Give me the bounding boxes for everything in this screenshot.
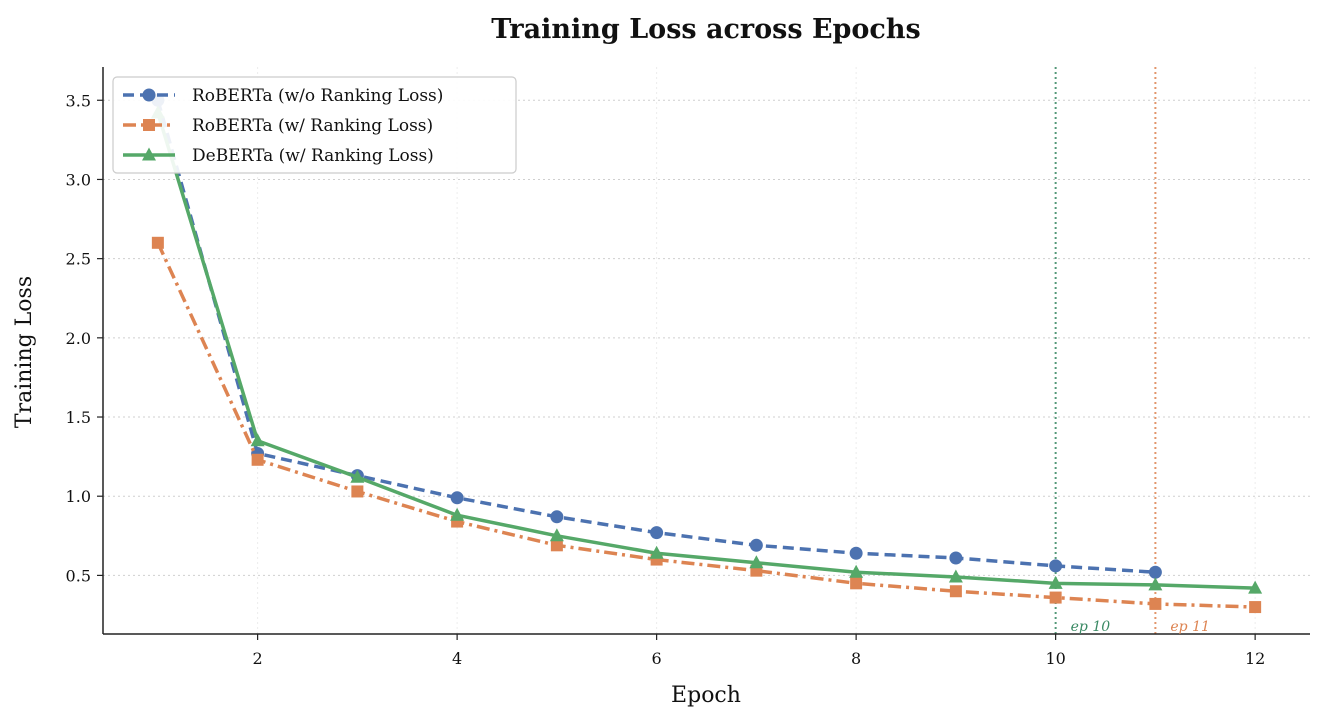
series-line bbox=[156, 112, 1256, 590]
series-layer bbox=[150, 93, 1263, 614]
legend-entry: RoBERTa (w/o Ranking Loss) bbox=[123, 86, 443, 106]
epoch-annotation: ep 11 bbox=[1170, 619, 1210, 635]
tick-labels: 2 4 6 8 10 12 0.5 1.0 1.5 2.0 2.5 3.0 3.5 bbox=[66, 91, 1266, 668]
data-point bbox=[1049, 591, 1062, 604]
legend: RoBERTa (w/o Ranking Loss) RoBERTa (w/ Ra… bbox=[112, 76, 517, 174]
legend-box bbox=[112, 76, 517, 174]
y-tick-label: 2.5 bbox=[66, 250, 91, 269]
data-point bbox=[550, 510, 564, 524]
data-point bbox=[143, 119, 155, 131]
data-point bbox=[549, 528, 564, 542]
data-point bbox=[450, 491, 464, 505]
data-point bbox=[251, 453, 264, 466]
x-axis-label: Epoch bbox=[671, 683, 741, 708]
series bbox=[150, 105, 1263, 594]
data-point bbox=[350, 469, 365, 483]
data-point bbox=[1248, 580, 1263, 594]
annotations: ep 10 ep 11 bbox=[1071, 619, 1210, 635]
x-tick-label: 6 bbox=[652, 649, 662, 668]
x-tick-label: 4 bbox=[452, 649, 462, 668]
y-tick-label: 1.0 bbox=[66, 487, 91, 506]
data-point bbox=[1148, 577, 1163, 591]
data-point bbox=[1049, 559, 1063, 573]
data-point bbox=[749, 555, 764, 569]
legend-entry: RoBERTa (w/ Ranking Loss) bbox=[123, 116, 433, 136]
data-point bbox=[142, 147, 156, 161]
data-point bbox=[151, 236, 164, 249]
chart-title: Training Loss across Epochs bbox=[491, 14, 920, 45]
x-tick-label: 8 bbox=[851, 649, 861, 668]
epoch-annotation: ep 10 bbox=[1071, 619, 1111, 635]
series-line bbox=[156, 242, 1256, 609]
axes bbox=[102, 67, 1310, 635]
data-point bbox=[351, 485, 364, 498]
data-point bbox=[250, 433, 265, 447]
y-tick-label: 3.0 bbox=[66, 170, 91, 189]
y-tick-label: 0.5 bbox=[66, 566, 91, 585]
data-point bbox=[948, 569, 963, 583]
legend-label: RoBERTa (w/ Ranking Loss) bbox=[192, 116, 433, 136]
series bbox=[151, 93, 1162, 579]
epoch-marker-lines bbox=[1054, 67, 1157, 634]
y-axis-label: Training Loss bbox=[12, 276, 37, 428]
data-point bbox=[850, 577, 863, 590]
y-tick-label: 1.5 bbox=[66, 408, 91, 427]
data-point bbox=[1249, 601, 1262, 614]
data-point bbox=[849, 564, 864, 578]
data-point bbox=[1148, 565, 1162, 579]
legend-label: RoBERTa (w/o Ranking Loss) bbox=[192, 86, 443, 106]
data-point bbox=[1048, 575, 1063, 589]
x-tick-label: 12 bbox=[1245, 649, 1265, 668]
data-point bbox=[949, 551, 963, 565]
x-tick-label: 2 bbox=[253, 649, 263, 668]
x-tick-label: 10 bbox=[1045, 649, 1065, 668]
data-point bbox=[649, 545, 664, 559]
legend-entry: DeBERTa (w/ Ranking Loss) bbox=[123, 146, 434, 166]
data-point bbox=[1149, 597, 1162, 610]
legend-label: DeBERTa (w/ Ranking Loss) bbox=[192, 146, 434, 166]
data-point bbox=[450, 507, 465, 521]
data-point bbox=[650, 526, 664, 540]
data-point bbox=[749, 538, 763, 552]
data-point bbox=[849, 546, 863, 560]
y-tick-label: 3.5 bbox=[66, 91, 91, 110]
data-point bbox=[949, 585, 962, 598]
y-tick-label: 2.0 bbox=[66, 329, 91, 348]
data-point bbox=[142, 88, 156, 102]
data-point bbox=[550, 539, 563, 552]
